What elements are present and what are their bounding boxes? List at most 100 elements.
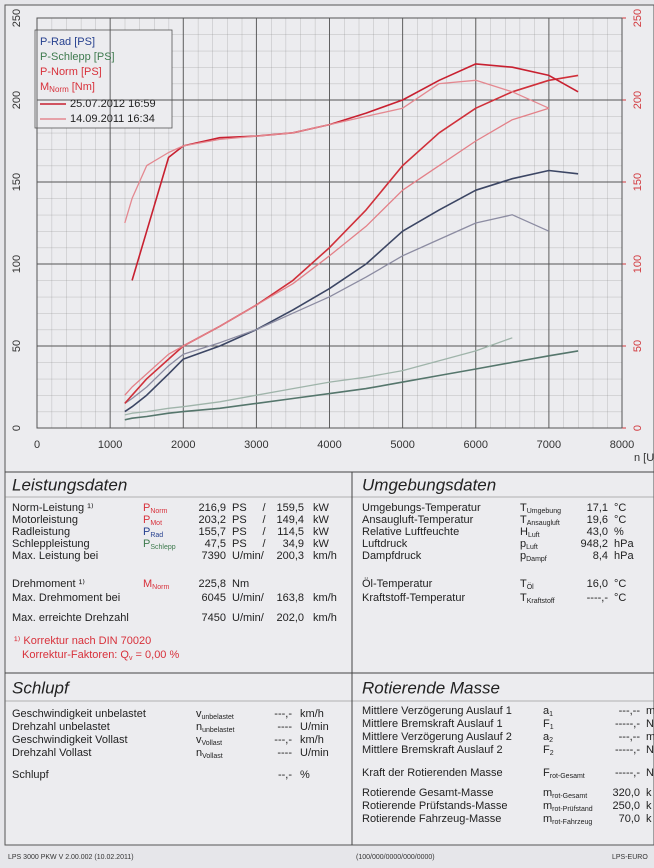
cell: kW (313, 526, 330, 538)
cell: km/h (313, 550, 337, 562)
cell: Mittlere Verzögerung Auslauf 1 (362, 705, 512, 717)
symbol-sub: 1 (550, 724, 554, 731)
cell: m (646, 731, 654, 743)
cell: 216,9 (198, 502, 226, 514)
cell: 159,5 (276, 502, 304, 514)
cell: N (646, 744, 654, 756)
cell: km/h (313, 612, 337, 624)
symbol-sub: Luft (528, 532, 540, 539)
symbol-sub: rot-Gesamt (550, 773, 585, 780)
cell: 163,8 (276, 592, 304, 604)
symbol-sub: Norm (152, 584, 169, 591)
cell: 7390 (202, 550, 226, 562)
cell: m (646, 705, 654, 717)
symbol-sub: Schlepp (150, 544, 175, 551)
cell: 200,3 (276, 550, 304, 562)
cell: 203,2 (198, 514, 226, 526)
symbol-main: H (520, 526, 528, 538)
symbol-sub: rot-Gesamt (552, 793, 587, 800)
symbol-main: m (543, 800, 552, 812)
legend-label-unit: [Nm] (72, 81, 95, 93)
note-text: Korrektur-Faktoren: (22, 649, 120, 661)
footer-center: (100/000/0000/000/0000) (356, 854, 435, 861)
cell: Rotierende Gesamt-Masse (362, 787, 493, 799)
cell: Nm (232, 578, 249, 590)
cell: N (646, 767, 654, 779)
legend-label: P-Schlepp [PS] (40, 51, 115, 63)
symbol-sub: Dampf (526, 556, 547, 563)
symbol-sub: rot-Prüfstand (552, 806, 593, 813)
cell: 70,0 (619, 813, 640, 825)
symbol-sub: rot-Fahrzeug (552, 819, 592, 826)
symbol-main: P (143, 538, 150, 550)
symbol-main: P (143, 502, 150, 514)
symbol-sub: Ansaugluft (527, 520, 560, 527)
cell: % (300, 769, 310, 781)
cell: Max. erreichte Drehzahl (12, 612, 129, 624)
cell: Umgebungs-Temperatur (362, 502, 481, 514)
cell: U/min/ (232, 612, 265, 624)
cell: U/min (300, 747, 329, 759)
cell: Mittlere Bremskraft Auslauf 1 (362, 718, 503, 730)
symbol-sub: Norm (150, 508, 167, 515)
symbol-sub: Luft (526, 544, 538, 551)
symbol-sub: Rad (150, 532, 163, 539)
x-axis-label: n [U (634, 452, 654, 464)
y-tick-label: 50 (11, 340, 23, 352)
cell: PS (232, 502, 247, 514)
cell: Kraftstoff-Temperatur (362, 592, 465, 604)
cell: 202,0 (276, 612, 304, 624)
cell: 225,8 (198, 578, 226, 590)
cell: U/min (300, 721, 329, 733)
symbol-sub: Umgebung (527, 508, 561, 515)
cell: --,- (278, 769, 292, 781)
x-tick-label: 1000 (98, 439, 122, 451)
cell: Drehzahl Vollast (12, 747, 92, 759)
cell: Max. Leistung bei (12, 550, 98, 562)
cell: U/min/ (232, 592, 265, 604)
legend-label: P-Rad [PS] (40, 36, 95, 48)
cell: Mittlere Verzögerung Auslauf 2 (362, 731, 512, 743)
cell: ---- (277, 747, 292, 759)
footer-right: LPS-EURO (612, 854, 648, 861)
symbol-sub: unbelastet (202, 727, 234, 734)
cell: Luftdruck (362, 538, 408, 550)
cell: Drehzahl unbelastet (12, 721, 110, 733)
cell: hPa (614, 550, 634, 562)
cell: 34,9 (283, 538, 304, 550)
symbol-main: m (543, 787, 552, 799)
cell: k (646, 800, 652, 812)
cell: PS (232, 526, 247, 538)
cell: ---,- (274, 734, 292, 746)
y2-tick-label: 250 (632, 9, 644, 27)
cell: 149,4 (276, 514, 304, 526)
section-title: Leistungsdaten (12, 475, 127, 494)
legend-run: 14.09.2011 16:34 (70, 113, 155, 125)
cell: PS (232, 514, 247, 526)
cell: Schlupf (12, 769, 50, 781)
cell: Rotierende Prüfstands-Masse (362, 800, 508, 812)
x-tick-label: 8000 (610, 439, 634, 451)
x-tick-label: 4000 (317, 439, 341, 451)
cell: Ansaugluft-Temperatur (362, 514, 474, 526)
legend-entry: P-Norm [PS] (40, 66, 102, 78)
cell: kW (313, 502, 330, 514)
cell: PS (232, 538, 247, 550)
x-tick-label: 6000 (464, 439, 488, 451)
cell: 6045 (202, 592, 226, 604)
cell: Norm-Leistung ¹⁾ (12, 502, 94, 514)
note: Korrektur-Faktoren: Qv = 0,00 % (22, 649, 179, 662)
symbol-sub: Kraftstoff (527, 598, 555, 605)
cell: °C (614, 502, 626, 514)
cell: Geschwindigkeit unbelastet (12, 708, 146, 720)
cell: k (646, 787, 652, 799)
symbol-sub: 2 (550, 750, 554, 757)
cell: Kraft der Rotierenden Masse (362, 767, 503, 779)
cell: kW (313, 514, 330, 526)
cell: hPa (614, 538, 634, 550)
legend-run: 25.07.2012 16:59 (70, 98, 156, 110)
note: ¹⁾ Korrektur nach DIN 70020 (14, 635, 151, 647)
y2-tick-label: 50 (632, 340, 644, 352)
x-tick-label: 3000 (244, 439, 268, 451)
legend-entry: P-Rad [PS] (40, 36, 95, 48)
